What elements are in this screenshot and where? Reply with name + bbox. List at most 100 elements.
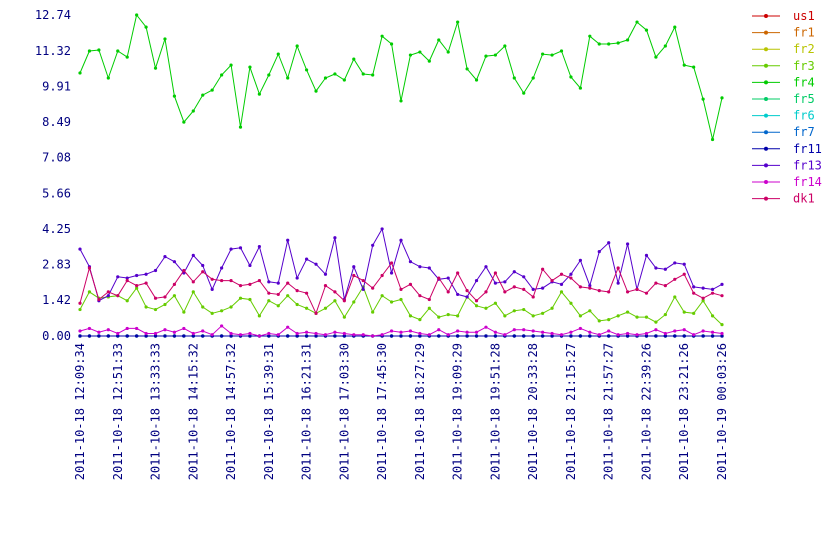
data-point <box>578 285 582 289</box>
data-point <box>97 330 101 334</box>
data-point <box>625 38 630 42</box>
data-point <box>465 334 469 338</box>
data-point <box>125 276 129 280</box>
x-tick-label: 2011-10-18 12:09:34 <box>73 343 87 480</box>
data-point <box>361 278 365 283</box>
data-point <box>541 286 545 290</box>
data-point <box>267 299 271 303</box>
y-tick-label: 1.42 <box>42 293 71 307</box>
data-point <box>710 287 715 291</box>
data-point <box>210 88 214 92</box>
data-point <box>201 263 205 268</box>
data-point <box>172 282 177 286</box>
data-point <box>541 267 545 271</box>
data-point <box>550 53 554 57</box>
data-point <box>87 326 92 331</box>
data-point <box>135 334 139 338</box>
data-point <box>342 78 346 82</box>
data-point <box>191 109 195 113</box>
data-point <box>106 294 110 298</box>
data-point <box>512 328 516 332</box>
data-point <box>257 278 261 283</box>
data-point <box>663 267 667 271</box>
data-point <box>625 242 630 246</box>
data-point <box>323 76 328 80</box>
legend-marker <box>764 30 768 35</box>
data-point <box>654 320 658 324</box>
data-point <box>682 328 686 332</box>
data-point <box>531 314 535 318</box>
data-point <box>333 334 337 338</box>
data-point <box>210 277 214 281</box>
data-point <box>380 34 384 38</box>
data-point <box>673 329 677 333</box>
data-point <box>144 25 148 29</box>
data-point <box>446 290 450 294</box>
data-point <box>512 76 516 80</box>
data-point <box>229 63 233 67</box>
data-point <box>267 280 271 284</box>
data-point <box>295 44 299 48</box>
data-point <box>503 280 507 284</box>
data-point <box>191 253 195 257</box>
data-point <box>522 334 526 338</box>
data-point <box>78 329 82 333</box>
data-point <box>597 42 601 46</box>
data-point <box>125 55 129 59</box>
data-point <box>380 227 384 231</box>
data-point <box>418 265 422 269</box>
legend-label: fr11 <box>793 142 822 156</box>
data-point <box>588 286 592 290</box>
data-point <box>474 304 479 308</box>
data-point <box>352 333 356 337</box>
data-point <box>78 334 82 338</box>
data-point <box>163 302 167 307</box>
data-point <box>238 246 243 250</box>
data-point <box>352 57 356 61</box>
data-point <box>163 37 167 41</box>
data-point <box>625 334 630 338</box>
data-point <box>701 334 705 338</box>
data-point <box>569 334 573 338</box>
data-point <box>456 329 460 333</box>
data-point <box>135 326 139 331</box>
data-point <box>701 296 705 300</box>
data-point <box>654 55 658 59</box>
data-point <box>267 73 271 77</box>
data-point <box>484 290 488 294</box>
data-point <box>673 334 677 338</box>
data-point <box>559 282 564 286</box>
data-point <box>125 334 129 338</box>
data-point <box>484 334 488 338</box>
x-tick-label: 2011-10-18 21:15:27 <box>564 343 578 480</box>
data-point <box>304 330 309 334</box>
data-point <box>408 314 413 318</box>
data-point <box>456 292 460 297</box>
data-point <box>295 334 299 338</box>
y-tick-label: 0.00 <box>42 329 71 343</box>
data-point <box>182 268 186 273</box>
data-point <box>663 331 667 336</box>
data-point <box>125 299 129 303</box>
data-point <box>371 243 375 247</box>
data-point <box>172 94 177 98</box>
data-point <box>389 261 394 265</box>
data-point <box>559 49 564 53</box>
data-point <box>673 277 677 281</box>
legend-marker <box>764 97 768 101</box>
data-point <box>503 333 507 337</box>
data-point <box>692 291 696 295</box>
data-point <box>692 311 696 315</box>
data-point <box>465 67 469 71</box>
data-point <box>446 312 450 317</box>
data-point <box>97 334 101 338</box>
data-point <box>257 334 261 338</box>
data-point <box>229 331 233 336</box>
data-point <box>371 334 375 338</box>
data-point <box>257 244 261 249</box>
data-point <box>87 334 92 338</box>
data-point <box>531 334 535 338</box>
data-point <box>408 334 413 338</box>
data-point <box>701 299 705 303</box>
